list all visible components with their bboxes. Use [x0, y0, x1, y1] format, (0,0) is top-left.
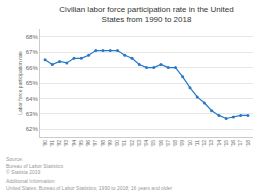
svg-text:'91: '91 [49, 140, 55, 147]
svg-text:'06: '06 [158, 140, 164, 147]
svg-text:'95: '95 [78, 140, 84, 147]
svg-text:Labor force participation rate: Labor force participation rate [17, 51, 23, 115]
svg-text:63%: 63% [26, 111, 39, 117]
svg-text:'97: '97 [92, 140, 98, 147]
svg-text:'11: '11 [194, 140, 200, 146]
svg-text:'93: '93 [63, 140, 69, 147]
svg-text:64%: 64% [26, 96, 39, 102]
svg-text:'04: '04 [143, 140, 149, 147]
svg-text:'92: '92 [56, 140, 62, 147]
svg-text:'03: '03 [136, 140, 142, 147]
svg-text:62%: 62% [26, 126, 39, 132]
svg-text:'99: '99 [107, 140, 113, 147]
svg-text:68%: 68% [26, 34, 39, 40]
svg-text:Additional Information:United: Additional Information:United States; Bu… [6, 178, 173, 191]
svg-text:'90: '90 [42, 140, 48, 147]
svg-text:'98: '98 [100, 140, 106, 147]
svg-text:'10: '10 [187, 140, 193, 147]
svg-text:'02: '02 [129, 140, 135, 147]
svg-text:'18: '18 [245, 140, 251, 147]
svg-text:65%: 65% [26, 80, 39, 86]
svg-text:'05: '05 [150, 140, 156, 147]
svg-text:'00: '00 [114, 140, 120, 147]
svg-text:'94: '94 [71, 140, 77, 147]
svg-text:'16: '16 [230, 140, 236, 147]
svg-text:'17: '17 [237, 140, 243, 147]
svg-text:'13: '13 [208, 140, 214, 147]
svg-text:Source:Bureau of Labor Statist: Source:Bureau of Labor Statistics© Stati… [6, 156, 64, 175]
svg-text:'12: '12 [201, 140, 207, 147]
svg-text:66%: 66% [26, 65, 39, 71]
svg-text:'96: '96 [85, 140, 91, 147]
svg-text:'15: '15 [223, 140, 229, 147]
svg-text:67%: 67% [26, 49, 39, 55]
svg-text:Civilian labor force participa: Civilian labor force participation rate … [59, 5, 233, 24]
svg-text:'01: '01 [121, 140, 127, 147]
svg-text:'14: '14 [216, 140, 222, 147]
svg-text:'07: '07 [165, 140, 171, 147]
svg-text:'09: '09 [179, 140, 185, 147]
svg-text:'08: '08 [172, 140, 178, 147]
